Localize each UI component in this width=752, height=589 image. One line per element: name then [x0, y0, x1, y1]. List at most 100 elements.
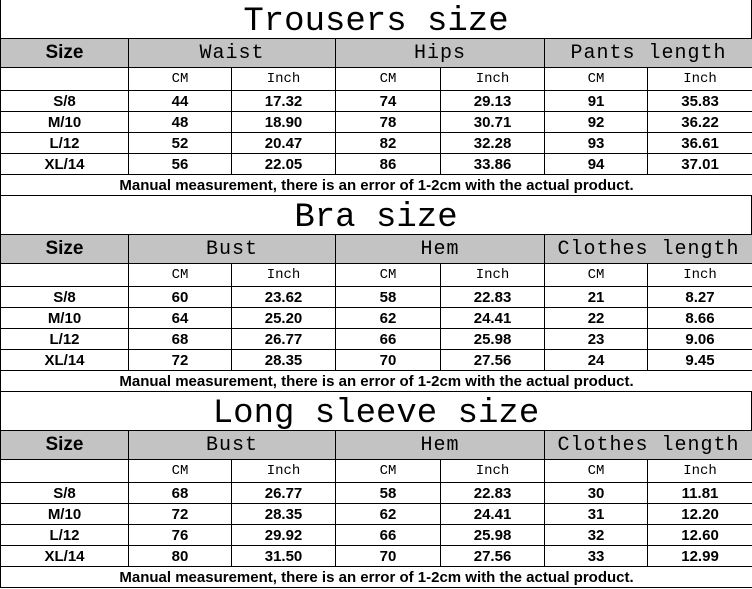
- note-row: Manual measurement, there is an error of…: [0, 566, 752, 588]
- value-cell: 80: [128, 545, 232, 567]
- value-cell: 91: [544, 90, 649, 112]
- value-cell: 44: [128, 90, 232, 112]
- table-row: L/12 68 26.77 66 25.98 23 9.06: [0, 328, 752, 350]
- value-cell: 62: [335, 307, 442, 329]
- size-cell: S/8: [0, 482, 129, 504]
- value-cell: 30: [544, 482, 649, 504]
- size-section: Long sleeve size Size Bust Hem Clothes lengt…: [0, 392, 752, 588]
- value-cell: 56: [128, 153, 232, 175]
- section-title: Long sleeve size: [0, 392, 752, 433]
- size-header: Size: [0, 38, 129, 68]
- value-cell: 29.13: [440, 90, 546, 112]
- value-cell: 8.66: [647, 307, 752, 329]
- unit-inch: Inch: [230, 67, 337, 91]
- size-header: Size: [0, 430, 129, 460]
- unit-inch: Inch: [230, 263, 337, 287]
- value-cell: 33.86: [440, 153, 546, 175]
- value-cell: 48: [128, 111, 232, 133]
- value-cell: 26.77: [230, 482, 337, 504]
- measure-header: Hips: [335, 38, 546, 68]
- measurement-note: Manual measurement, there is an error of…: [0, 566, 752, 588]
- size-cell: L/12: [0, 524, 129, 546]
- value-cell: 24: [544, 349, 649, 371]
- value-cell: 74: [335, 90, 442, 112]
- table-row: L/12 52 20.47 82 32.28 93 36.61: [0, 132, 752, 154]
- measure-header: Hem: [335, 430, 546, 460]
- header-row: Size Bust Hem Clothes length: [0, 234, 752, 264]
- unit-row: CM Inch CM Inch CM Inch: [0, 67, 752, 91]
- table-row: XL/14 72 28.35 70 27.56 24 9.45: [0, 349, 752, 371]
- unit-inch: Inch: [647, 263, 752, 287]
- value-cell: 31: [544, 503, 649, 525]
- value-cell: 29.92: [230, 524, 337, 546]
- value-cell: 37.01: [647, 153, 752, 175]
- table-row: S/8 68 26.77 58 22.83 30 11.81: [0, 482, 752, 504]
- table-row: M/10 72 28.35 62 24.41 31 12.20: [0, 503, 752, 525]
- unit-cm: CM: [335, 67, 442, 91]
- measure-header: Clothes length: [544, 430, 752, 460]
- value-cell: 70: [335, 349, 442, 371]
- value-cell: 28.35: [230, 349, 337, 371]
- value-cell: 72: [128, 503, 232, 525]
- value-cell: 12.60: [647, 524, 752, 546]
- value-cell: 76: [128, 524, 232, 546]
- value-cell: 30.71: [440, 111, 546, 133]
- unit-cm: CM: [335, 459, 442, 483]
- value-cell: 11.81: [647, 482, 752, 504]
- size-cell: L/12: [0, 132, 129, 154]
- value-cell: 82: [335, 132, 442, 154]
- size-cell: M/10: [0, 307, 129, 329]
- value-cell: 32.28: [440, 132, 546, 154]
- size-table: Size Bust Hem Clothes length CM Inch CM Inch CM I…: [0, 430, 752, 588]
- value-cell: 21: [544, 286, 649, 308]
- value-cell: 25.98: [440, 524, 546, 546]
- value-cell: 22.83: [440, 286, 546, 308]
- value-cell: 18.90: [230, 111, 337, 133]
- measure-header: Clothes length: [544, 234, 752, 264]
- size-table: Size Bust Hem Clothes length CM Inch CM Inch CM I…: [0, 234, 752, 392]
- value-cell: 68: [128, 328, 232, 350]
- value-cell: 24.41: [440, 307, 546, 329]
- size-section: Bra size Size Bust Hem Clothes length CM Inch C…: [0, 196, 752, 392]
- value-cell: 66: [335, 524, 442, 546]
- unit-inch: Inch: [440, 459, 546, 483]
- table-row: XL/14 56 22.05 86 33.86 94 37.01: [0, 153, 752, 175]
- value-cell: 78: [335, 111, 442, 133]
- value-cell: 66: [335, 328, 442, 350]
- unit-row: CM Inch CM Inch CM Inch: [0, 263, 752, 287]
- value-cell: 12.99: [647, 545, 752, 567]
- value-cell: 58: [335, 286, 442, 308]
- value-cell: 60: [128, 286, 232, 308]
- value-cell: 33: [544, 545, 649, 567]
- value-cell: 23.62: [230, 286, 337, 308]
- value-cell: 17.32: [230, 90, 337, 112]
- size-cell: XL/14: [0, 349, 129, 371]
- value-cell: 27.56: [440, 545, 546, 567]
- value-cell: 62: [335, 503, 442, 525]
- measure-header: Bust: [127, 234, 337, 264]
- unit-blank: [0, 263, 129, 287]
- unit-inch: Inch: [440, 67, 546, 91]
- value-cell: 9.45: [647, 349, 752, 371]
- header-row: Size Waist Hips Pants length: [0, 38, 752, 68]
- measure-header: Bust: [127, 430, 337, 460]
- measurement-note: Manual measurement, there is an error of…: [0, 174, 752, 196]
- value-cell: 72: [128, 349, 232, 371]
- size-cell: S/8: [0, 90, 129, 112]
- value-cell: 9.06: [647, 328, 752, 350]
- value-cell: 93: [544, 132, 649, 154]
- size-header: Size: [0, 234, 129, 264]
- unit-cm: CM: [544, 459, 649, 483]
- measure-header: Waist: [127, 38, 337, 68]
- note-row: Manual measurement, there is an error of…: [0, 370, 752, 392]
- section-title: Bra size: [0, 196, 752, 237]
- value-cell: 20.47: [230, 132, 337, 154]
- unit-cm: CM: [335, 263, 442, 287]
- unit-inch: Inch: [440, 263, 546, 287]
- unit-inch: Inch: [230, 459, 337, 483]
- unit-inch: Inch: [647, 67, 752, 91]
- value-cell: 52: [128, 132, 232, 154]
- table-row: M/10 64 25.20 62 24.41 22 8.66: [0, 307, 752, 329]
- value-cell: 24.41: [440, 503, 546, 525]
